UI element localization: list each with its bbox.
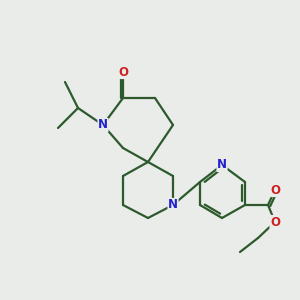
Text: N: N	[168, 199, 178, 212]
Text: O: O	[118, 65, 128, 79]
Text: O: O	[270, 184, 280, 196]
Text: N: N	[217, 158, 227, 172]
Text: N: N	[98, 118, 108, 131]
Text: O: O	[270, 215, 280, 229]
